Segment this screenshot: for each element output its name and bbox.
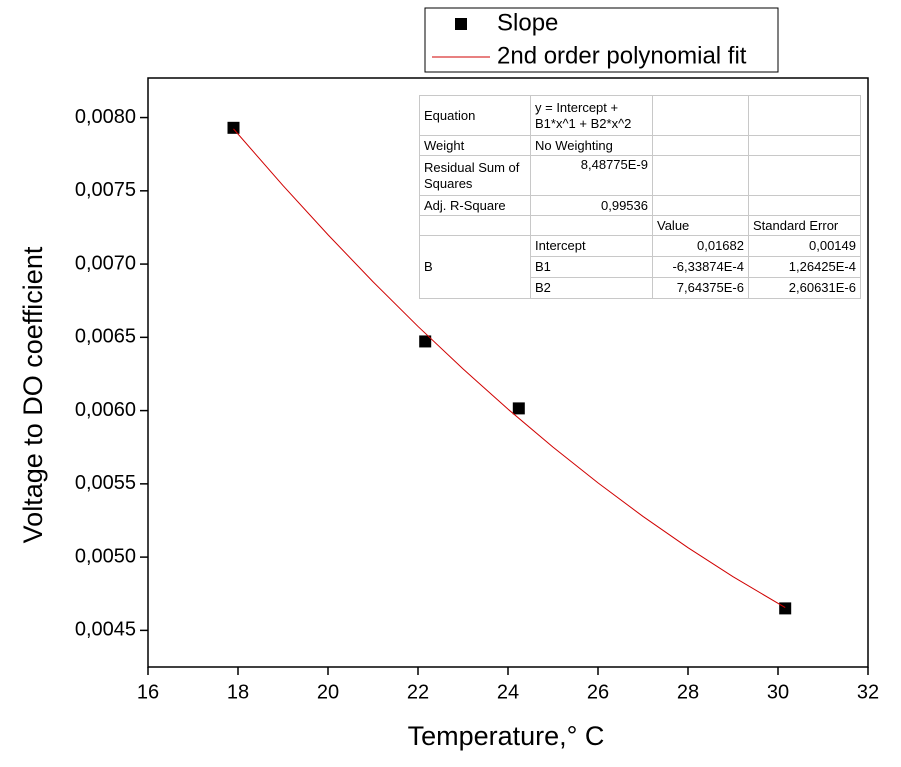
cell: Equation [419, 95, 531, 136]
y-tick-label: 0,0070 [75, 252, 136, 274]
cell [748, 155, 861, 196]
point [227, 121, 240, 134]
cell: No Weighting [530, 135, 653, 156]
fit-table: Equation y = Intercept + B1*x^1 + B2*x^2… [419, 95, 861, 299]
cell [748, 95, 861, 136]
y-tick-label: 0,0045 [75, 619, 136, 641]
x-axis-title: Temperature,° C [408, 721, 605, 751]
legend-label: Slope [497, 9, 558, 36]
cell: 0,00149 [748, 235, 861, 257]
y-tick-label: 0,0065 [75, 326, 136, 348]
column-header: Value [652, 215, 749, 236]
cell [748, 195, 861, 216]
cell [419, 215, 531, 236]
cell: 1,26425E-4 [748, 256, 861, 278]
legend-label: 2nd order polynomial fit [497, 42, 747, 69]
fit-line [233, 128, 786, 609]
cell: Weight [419, 135, 531, 156]
cell: Adj. R-Square [419, 195, 531, 216]
x-tick-label: 22 [407, 681, 429, 703]
cell [652, 95, 749, 136]
cell: 8,48775E-9 [530, 155, 653, 196]
cell: 7,64375E-6 [652, 277, 749, 299]
x-tick-label: 32 [857, 681, 879, 703]
cell: 0,01682 [652, 235, 749, 257]
y-tick-label: 0,0075 [75, 179, 136, 201]
x-tick-label: 28 [677, 681, 699, 703]
cell: 2,60631E-6 [748, 277, 861, 299]
cell: 0,99536 [530, 195, 653, 216]
cell: Residual Sum of Squares [419, 155, 531, 196]
x-tick-label: 26 [587, 681, 609, 703]
cell: y = Intercept + B1*x^1 + B2*x^2 [530, 95, 653, 136]
cell: Intercept [530, 235, 653, 257]
cell: B [419, 235, 531, 299]
cell: B1 [530, 256, 653, 278]
y-tick-label: 0,0055 [75, 472, 136, 494]
cell [652, 155, 749, 196]
cell [748, 135, 861, 156]
cell [530, 215, 653, 236]
point [419, 335, 432, 348]
legend-marker [455, 18, 467, 30]
cell: -6,33874E-4 [652, 256, 749, 278]
cell [652, 195, 749, 216]
y-tick-label: 0,0050 [75, 545, 136, 567]
y-axis-title: Voltage to DO coefficient [18, 246, 48, 543]
x-tick-label: 30 [767, 681, 789, 703]
x-tick-label: 18 [227, 681, 249, 703]
point [779, 602, 792, 615]
cell: B2 [530, 277, 653, 299]
x-tick-label: 20 [317, 681, 339, 703]
x-tick-label: 16 [137, 681, 159, 703]
y-tick-label: 0,0060 [75, 399, 136, 421]
cell [652, 135, 749, 156]
x-tick-label: 24 [497, 681, 519, 703]
legend-box [424, 7, 779, 73]
column-header: Standard Error [748, 215, 861, 236]
point [512, 402, 525, 415]
y-tick-label: 0,0080 [75, 106, 136, 128]
